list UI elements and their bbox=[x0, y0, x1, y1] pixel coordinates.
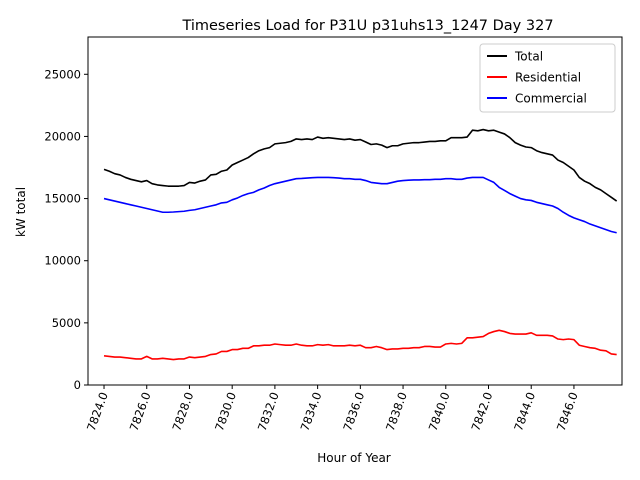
y-axis-label: kW total bbox=[14, 187, 28, 237]
series-line-commercial bbox=[103, 176, 617, 234]
series-line-total bbox=[103, 128, 618, 202]
x-axis-label: Hour of Year bbox=[317, 451, 391, 465]
y-tick-label: 10000 bbox=[44, 254, 81, 268]
legend: Total Residential Commercial bbox=[479, 43, 616, 113]
x-tick-label: 7832.0 bbox=[255, 390, 282, 433]
legend-label: Total bbox=[514, 50, 543, 64]
x-tick-label: 7828.0 bbox=[169, 390, 196, 433]
y-tick-label: 20000 bbox=[44, 129, 81, 143]
x-tick-label: 7844.0 bbox=[511, 390, 538, 433]
x-tick-label: 7842.0 bbox=[468, 390, 495, 433]
x-tick-label: 7846.0 bbox=[554, 390, 581, 433]
plot-frame bbox=[87, 36, 623, 386]
y-tick-label: 25000 bbox=[44, 67, 81, 81]
chart-title: Timeseries Load for P31U p31uhs13_1247 D… bbox=[181, 18, 553, 34]
x-tick-label: 7824.0 bbox=[84, 390, 111, 433]
series-lines bbox=[103, 128, 618, 361]
x-tick-label: 7826.0 bbox=[127, 390, 154, 433]
y-tick-label: 15000 bbox=[44, 192, 81, 206]
y-tick-label: 5000 bbox=[52, 316, 81, 330]
x-tick-label: 7840.0 bbox=[426, 390, 453, 433]
x-tick-label: 7838.0 bbox=[383, 390, 410, 433]
x-tick-label: 7830.0 bbox=[212, 390, 239, 433]
y-tick-label: 0 bbox=[74, 378, 81, 392]
x-tick-label: 7836.0 bbox=[340, 390, 367, 433]
series-line-residential bbox=[103, 329, 617, 361]
legend-label: Residential bbox=[515, 71, 581, 85]
legend-box bbox=[479, 43, 616, 113]
axes-ticks: 0 5000 10000 15000 20000 25000 7824.0 7826.0 782… bbox=[44, 67, 580, 433]
x-tick-label: 7834.0 bbox=[298, 390, 325, 433]
legend-label: Commercial bbox=[515, 92, 587, 106]
